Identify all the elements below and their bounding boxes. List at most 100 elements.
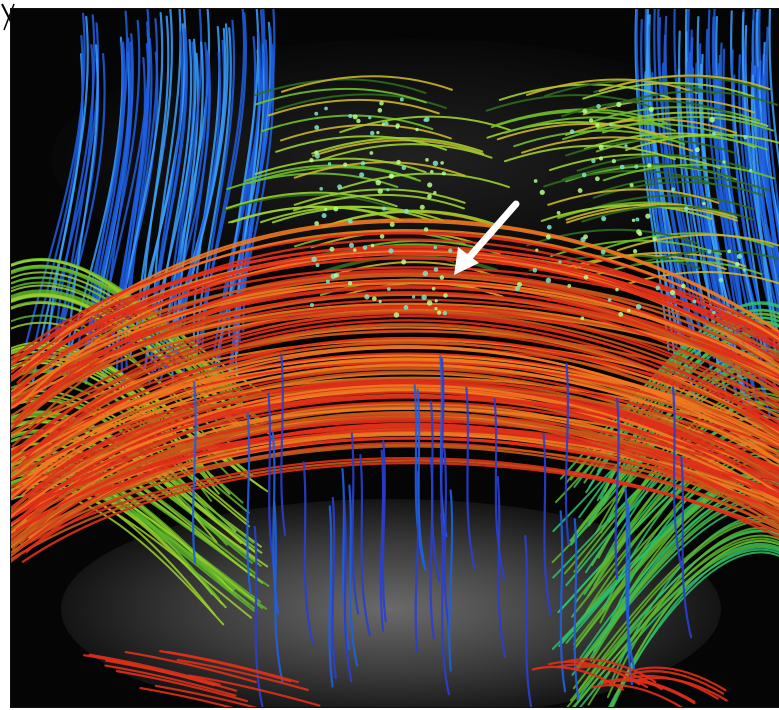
fiber-endpoint-dot	[634, 164, 639, 169]
fiber-crossing-strand	[439, 355, 448, 538]
fiber-endpoint-dot	[712, 310, 716, 315]
fiber-commissural-arc	[11, 445, 779, 554]
fiber-endpoint-dot	[333, 273, 338, 278]
fiber-crossing-strand	[350, 432, 360, 615]
fiber-commissural-arc	[11, 256, 779, 397]
fiber-endpoint-dot	[581, 172, 587, 178]
fiber-lower-fragment	[83, 654, 216, 687]
fiber-endpoint-dot	[386, 188, 390, 192]
fiber-commissural-arc	[11, 354, 779, 469]
fiber-lower-fragment	[603, 678, 696, 703]
fiber-endpoint-dot	[434, 306, 438, 311]
fiber-endpoint-dot	[433, 267, 439, 272]
fiber-right-sweep	[609, 539, 779, 707]
fiber-endpoint-dot	[389, 222, 395, 227]
fiber-upper-fan	[225, 191, 398, 210]
fiber-endpoint-dot	[433, 191, 437, 195]
fiber-endpoint-dot	[545, 234, 551, 240]
fiber-crossing-strand	[302, 461, 314, 644]
fiber-crossing-strand	[564, 362, 570, 546]
fiber-commissural-arc	[11, 420, 779, 520]
fiber-endpoint-dot	[395, 125, 400, 129]
fiber-crossing-strand	[443, 448, 451, 631]
fiber-endpoint-dot	[616, 101, 622, 108]
fiber-endpoint-dot	[325, 279, 330, 284]
fiber-endpoint-dot	[439, 275, 445, 280]
fiber-upper-fan	[574, 251, 747, 270]
fiber-endpoint-dot	[359, 172, 365, 178]
fiber-endpoint-dot	[440, 161, 444, 165]
fiber-lower-fragment	[159, 650, 292, 683]
fiber-crossing-strand	[379, 449, 385, 632]
fiber-endpoint-dot	[431, 286, 436, 291]
fiber-endpoint-dot	[376, 130, 380, 135]
fiber-endpoint-dot	[314, 125, 320, 130]
fiber-crossing-strand	[671, 386, 683, 569]
fiber-endpoint-dot	[319, 186, 323, 191]
fiber-endpoint-dot	[441, 171, 446, 176]
fiber-upper-fan	[504, 116, 677, 134]
fiber-upper-fan	[292, 193, 465, 212]
fiber-upper-fan	[598, 74, 771, 93]
fiber-crossing-strand	[496, 475, 507, 659]
fiber-endpoint-dot	[516, 281, 523, 288]
fiber-endpoint-dot	[709, 117, 715, 123]
fiber-upper-fan	[548, 153, 721, 172]
fiber-endpoint-dot	[401, 259, 407, 265]
fiber-left-vertical	[201, 9, 246, 338]
fiber-endpoint-dot	[448, 248, 453, 253]
fiber-lower-fragment	[188, 674, 321, 707]
fiber-endpoint-dot	[315, 263, 320, 268]
fiber-endpoint-dot	[684, 206, 689, 211]
fiber-endpoint-dot	[694, 147, 700, 153]
fiber-endpoint-dot	[635, 304, 642, 310]
fiber-lower-fragment	[626, 674, 719, 700]
fiber-endpoint-dot	[324, 207, 328, 211]
fiber-endpoint-dot	[356, 118, 361, 124]
fiber-endpoint-dot	[514, 285, 520, 291]
fiber-endpoint-dot	[421, 294, 427, 301]
fiber-endpoint-dot	[712, 131, 716, 136]
fiber-right-vertical	[741, 11, 777, 354]
fiber-crossing-strand	[191, 381, 197, 564]
fiber-lower-fragment	[176, 658, 309, 692]
fiber-endpoint-dot	[443, 293, 448, 298]
fiber-upper-fan	[562, 122, 735, 141]
fiber-crossing-strand	[348, 484, 359, 667]
fiber-endpoint-dot	[384, 121, 389, 126]
fiber-commissural-arc	[23, 337, 779, 470]
fiber-right-vertical	[765, 26, 779, 220]
fiber-endpoint-dot	[632, 249, 638, 254]
fiber-endpoint-dot	[379, 234, 385, 239]
fiber-upper-fan	[601, 232, 774, 250]
fiber-endpoint-dot	[577, 188, 583, 193]
fiber-endpoint-dot	[399, 97, 404, 102]
fiber-endpoint-dot	[707, 249, 712, 254]
fiber-right-vertical	[741, 50, 779, 348]
fiber-endpoint-dot	[546, 224, 552, 230]
fiber-endpoint-dot	[433, 245, 438, 250]
fiber-commissural-arc	[11, 443, 779, 546]
fiber-endpoint-dot	[309, 302, 315, 308]
fiber-crossing-strand	[448, 489, 454, 672]
fiber-upper-fan	[602, 163, 775, 182]
fiber-upper-fan	[582, 97, 755, 116]
fiber-crossing-strand	[413, 384, 426, 567]
fiber-endpoint-dot	[743, 135, 748, 140]
fiber-endpoint-dot	[362, 245, 368, 250]
fiber-endpoint-dot	[611, 158, 617, 164]
fiber-endpoint-dot	[655, 285, 661, 291]
fiber-upper-fan	[582, 82, 755, 100]
fiber-endpoint-dot	[378, 299, 382, 304]
fiber-lower-fragment	[124, 650, 257, 684]
fiber-endpoint-dot	[569, 129, 575, 135]
fiber-commissural-arc	[23, 377, 779, 510]
fiber-upper-fan	[565, 203, 738, 221]
fiber-commissural-arc	[17, 323, 779, 473]
fiber-upper-fan	[503, 144, 676, 163]
fiber-commissural-arc	[11, 310, 779, 418]
fiber-lower-fragment	[104, 664, 237, 697]
fiber-endpoint-dot	[347, 281, 353, 286]
fiber-endpoint-dot	[722, 160, 726, 164]
fiber-endpoint-dot	[388, 248, 394, 254]
